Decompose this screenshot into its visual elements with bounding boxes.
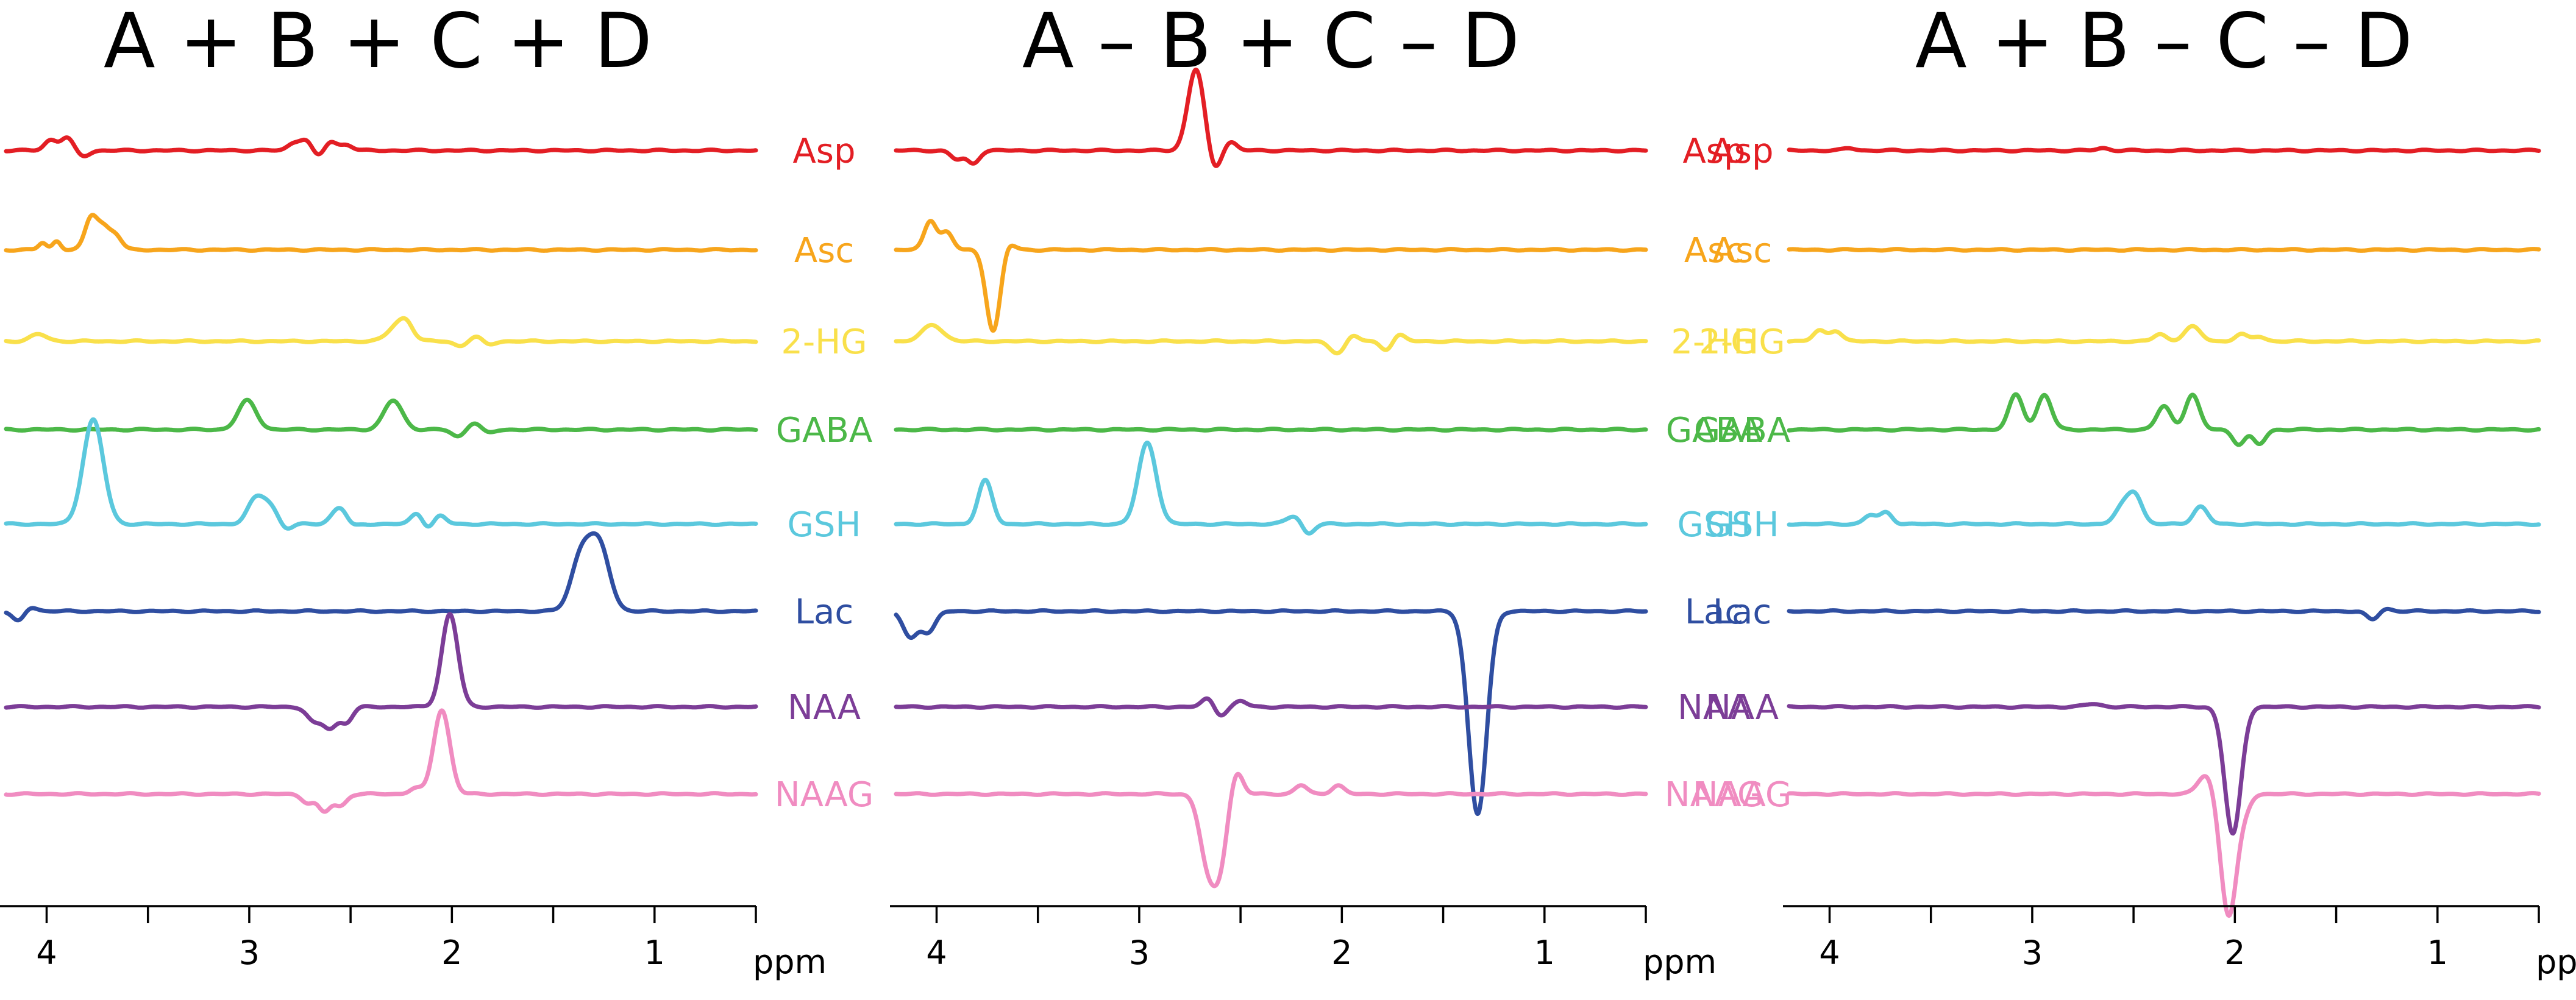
trace-2-hg [4, 316, 758, 349]
panel-title: A – B + C – D [1022, 0, 1520, 85]
panel-title: A + B + C + D [104, 0, 652, 85]
x-tick-label: 1 [644, 934, 665, 972]
trace-lac [4, 531, 758, 623]
label-naa: NAA [788, 688, 861, 728]
label-gsh: GSH [1705, 505, 1779, 545]
trace-asp [894, 67, 1648, 168]
label-gaba: GABA [1666, 411, 1762, 450]
trace-gaba [1787, 392, 2541, 447]
panel-a-plus-b-minus-c-minus-d: A + B – C – D Asp Asc 2-HG GABA GSH Lac NAA NAA… [1693, 0, 2576, 981]
trace-lac [894, 608, 1648, 817]
label-gaba: GABA [1694, 411, 1790, 450]
metabolite-labels: Asp Asc 2-HG GABA GSH Lac NAA NAAG [1693, 132, 1791, 815]
x-axis: 4 3 2 1 ppm [1783, 905, 2576, 981]
x-axis-unit: ppm [2536, 943, 2576, 981]
trace-gsh [1787, 489, 2541, 527]
trace-asc [4, 213, 758, 253]
trace-group [894, 67, 1648, 888]
x-tick-label: 4 [1819, 934, 1840, 972]
x-tick-label: 2 [1331, 934, 1352, 972]
label-2-hg: 2-HG [1671, 322, 1757, 362]
label-lac: Lac [1713, 592, 1771, 632]
trace-naa [4, 612, 758, 731]
trace-group [1787, 146, 2541, 918]
trace-gsh [894, 441, 1648, 536]
trace-asp [1787, 146, 2541, 154]
label-2-hg: 2-HG [1699, 322, 1785, 362]
x-tick-label: 1 [1534, 934, 1555, 972]
trace-naa [894, 696, 1648, 718]
x-tick-label: 3 [239, 934, 260, 972]
panel-title: A + B – C – D [1915, 0, 2413, 85]
metabolite-labels: Asp Asc 2-HG GABA GSH Lac NAA NAAG [1665, 132, 1763, 815]
label-gsh: GSH [787, 505, 861, 545]
trace-lac [1787, 606, 2541, 622]
trace-asc [894, 219, 1648, 333]
label-asp: Asp [1682, 132, 1745, 171]
label-asp: Asp [792, 132, 855, 171]
label-naag: NAAG [775, 775, 873, 815]
x-tick-label: 2 [441, 934, 462, 972]
x-tick-label: 3 [1129, 934, 1150, 972]
x-tick-label: 4 [36, 934, 57, 972]
label-2-hg: 2-HG [781, 322, 867, 362]
metabolite-labels: Asp Asc 2-HG GABA GSH Lac NAA NAAG [775, 132, 873, 815]
x-tick-label: 3 [2022, 934, 2043, 972]
trace-group [4, 135, 758, 814]
x-axis: 4 3 2 1 ppm [0, 905, 827, 981]
x-tick-label: 4 [926, 934, 947, 972]
trace-naag [4, 708, 758, 814]
label-asc: Asc [794, 231, 854, 271]
x-axis-unit: ppm [1643, 943, 1717, 981]
label-gsh: GSH [1677, 505, 1751, 545]
trace-gaba [4, 397, 758, 439]
x-tick-label: 1 [2427, 934, 2448, 972]
panel-a-minus-b-plus-c-minus-d: A – B + C – D Asp Asc 2-HG GABA GSH Lac NAA NAA… [890, 0, 1763, 981]
trace-2-hg [894, 322, 1648, 356]
label-gaba: GABA [776, 411, 872, 450]
label-lac: Lac [795, 592, 853, 632]
x-axis-unit: ppm [753, 943, 827, 981]
label-naa: NAA [1678, 688, 1751, 728]
trace-asp [4, 135, 758, 158]
trace-2-hg [1787, 324, 2541, 344]
label-asp: Asp [1710, 132, 1773, 171]
label-naa: NAA [1706, 688, 1779, 728]
label-naag: NAAG [1665, 775, 1763, 815]
trace-gsh [4, 417, 758, 531]
trace-asc [1787, 247, 2541, 253]
x-tick-label: 2 [2224, 934, 2245, 972]
trace-naag [1787, 774, 2541, 918]
label-asc: Asc [1684, 231, 1744, 271]
trace-naa [1787, 702, 2541, 836]
trace-naag [894, 771, 1648, 888]
panel-sum-all: A + B + C + D Asp Asc 2-HG GABA GSH Lac NAA NAA… [0, 0, 873, 981]
x-axis: 4 3 2 1 ppm [890, 905, 1717, 981]
label-asc: Asc [1712, 231, 1772, 271]
label-naag: NAAG [1693, 775, 1791, 815]
label-lac: Lac [1685, 592, 1743, 632]
trace-gaba [894, 427, 1648, 433]
